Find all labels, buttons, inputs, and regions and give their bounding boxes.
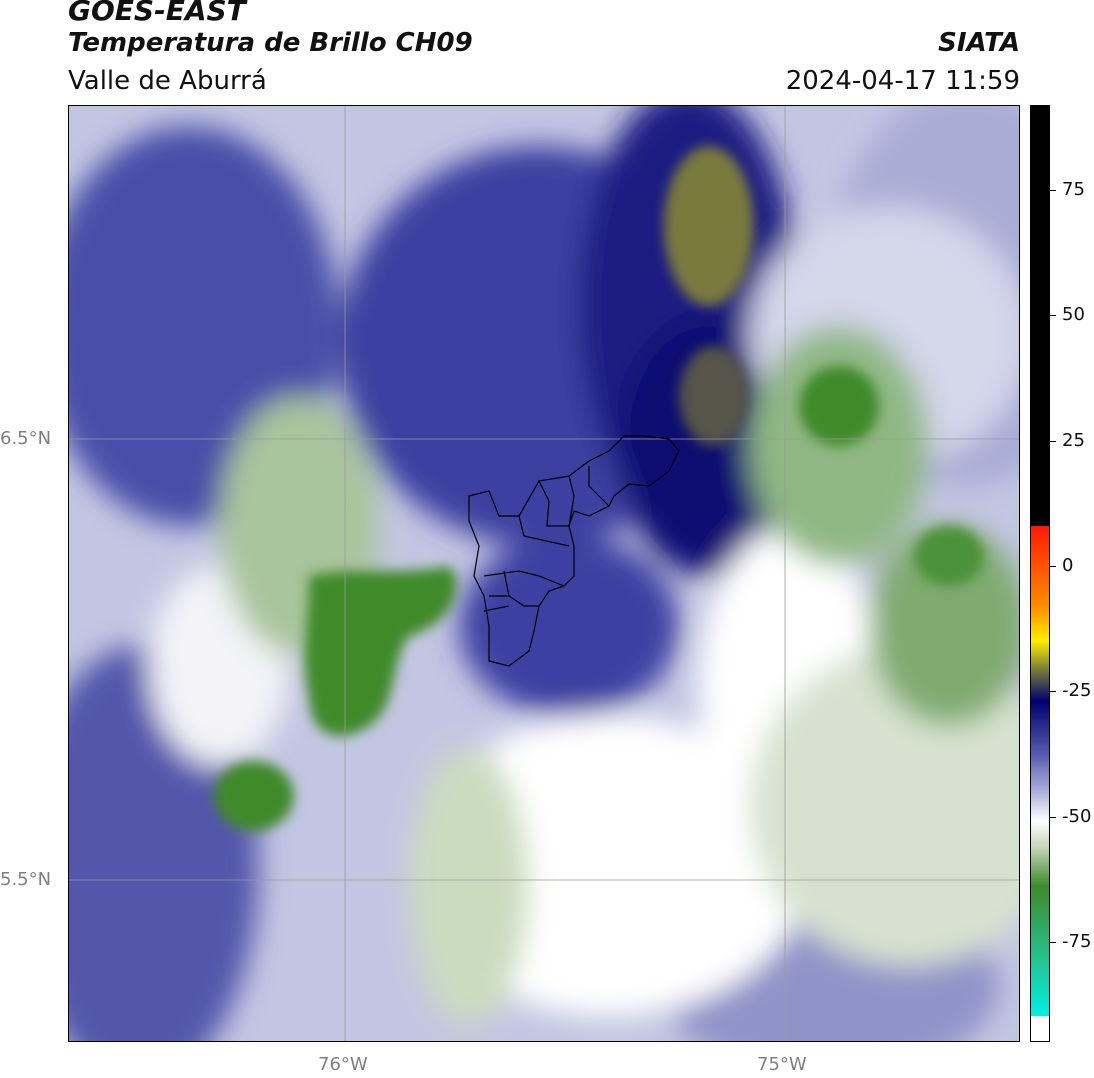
colorbar-tick-label: 25 [1062,429,1085,451]
colorbar-tick [1050,565,1056,567]
colorbar-tick [1050,440,1056,442]
product-title: Temperatura de Brillo CH09 [68,28,473,58]
map-panel[interactable] [68,105,1020,1042]
lon-label: 75°W [757,1054,807,1075]
lon-label: 76°W [318,1054,368,1075]
colorbar-tick-label: 75 [1062,179,1085,201]
datetime-label: 2024-04-17 11:59 [785,66,1020,96]
temperature-field [69,106,1019,1041]
colorbar-tick-label: -25 [1062,680,1092,702]
satellite-title: GOES-EAST [68,0,246,27]
colorbar-tick [1050,691,1056,693]
colorbar [1030,105,1050,1042]
colorbar-tick [1050,816,1056,818]
region-subtitle: Valle de Aburrá [68,66,267,96]
lat-label: 6.5°N [0,428,52,449]
colorbar-tick-label: 0 [1062,554,1074,576]
lat-label: 5.5°N [0,869,52,890]
colorbar-tick [1050,941,1056,943]
colorbar-tick-label: -75 [1062,930,1092,952]
organization-label: SIATA [938,28,1020,58]
colorbar-tick [1050,190,1056,192]
colorbar-tick-label: 50 [1062,304,1085,326]
colorbar-tick [1050,315,1056,317]
municipal-boundaries [468,435,680,667]
colorbar-tick-label: -50 [1062,805,1092,827]
